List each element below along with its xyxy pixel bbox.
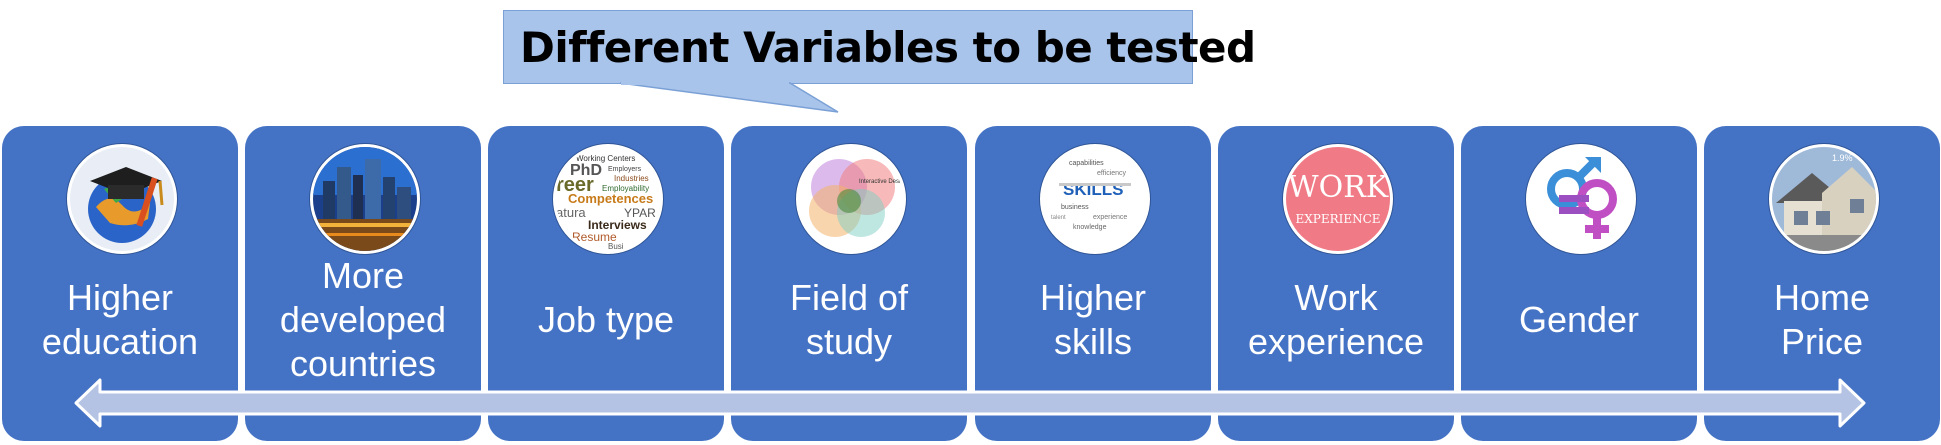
svg-text:atura: atura — [556, 205, 586, 220]
svg-text:Competences: Competences — [568, 191, 653, 206]
card-label: Work experience — [1247, 277, 1425, 362]
card-higher-skills: capabilities efficiency SKILLS business … — [975, 126, 1211, 441]
svg-text:PhD: PhD — [570, 162, 602, 179]
house-icon: 1.9% — [1769, 144, 1879, 254]
card-field-of-study: Interactive Design Field of study — [731, 126, 967, 441]
card-label: Field of study — [789, 277, 909, 362]
callout-box: Different Variables to be tested — [503, 10, 1256, 84]
svg-text:Resume: Resume — [572, 230, 617, 244]
svg-text:Working Centers: Working Centers — [576, 154, 635, 163]
card-gender: Gender — [1461, 126, 1697, 441]
card-job-type: Working Centers PhD reer Employers Indus… — [488, 126, 724, 441]
svg-text:YPAR: YPAR — [624, 206, 656, 220]
svg-text:knowledge: knowledge — [1073, 224, 1107, 231]
callout-title: Different Variables to be tested — [520, 23, 1256, 72]
svg-text:Employers: Employers — [608, 166, 642, 173]
svg-text:talent: talent — [1051, 215, 1066, 221]
work-experience-badge-icon: WORK EXPERIENCE — [1283, 144, 1393, 254]
card-home-price: 1.9% Home Price — [1704, 126, 1940, 441]
card-higher-education: Higher education — [2, 126, 238, 441]
svg-text:Busi: Busi — [608, 242, 624, 251]
card-label: Higher education — [41, 277, 199, 362]
venn-diagram-icon: Interactive Design — [796, 144, 906, 254]
svg-text:Industries: Industries — [614, 174, 649, 183]
svg-text:Interactive Design: Interactive Design — [859, 179, 903, 185]
city-skyline-icon — [310, 144, 420, 254]
card-developed-countries: More developed countries — [245, 126, 481, 441]
svg-text:Employability: Employability — [602, 184, 649, 193]
card-label: More developed countries — [279, 255, 447, 384]
svg-text:business: business — [1061, 204, 1089, 211]
card-label: Higher skills — [1039, 277, 1147, 362]
svg-text:experience: experience — [1093, 214, 1127, 221]
career-word-cloud-icon: Working Centers PhD reer Employers Indus… — [553, 144, 663, 254]
svg-text:EXPERIENCE: EXPERIENCE — [1295, 212, 1380, 226]
svg-text:WORK: WORK — [1288, 170, 1389, 205]
card-label: Gender — [1518, 299, 1640, 340]
svg-text:capabilities: capabilities — [1069, 160, 1104, 167]
svg-text:SKILLS: SKILLS — [1063, 180, 1123, 199]
card-label: Job type — [537, 299, 675, 340]
svg-text:reer: reer — [556, 174, 594, 196]
card-label: Home Price — [1773, 277, 1871, 362]
graduation-cap-globe-icon — [67, 144, 177, 254]
gender-symbols-icon — [1526, 144, 1636, 254]
card-work-experience: WORK EXPERIENCE Work experience — [1218, 126, 1454, 441]
svg-text:Interviews: Interviews — [588, 218, 647, 232]
skills-word-cloud-icon: capabilities efficiency SKILLS business … — [1040, 144, 1150, 254]
svg-text:1.9%: 1.9% — [1832, 153, 1853, 163]
svg-text:efficiency: efficiency — [1097, 170, 1127, 177]
